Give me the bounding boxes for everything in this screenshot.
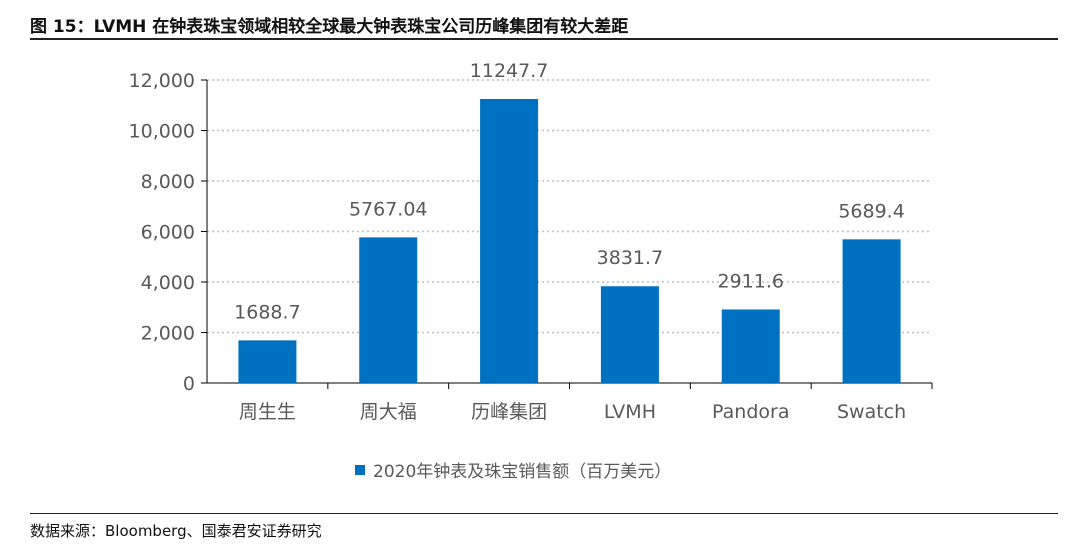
x-category-label: 历峰集团 — [471, 401, 547, 423]
y-tick-label: 10,000 — [129, 121, 195, 143]
data-label: 2911.6 — [718, 270, 784, 292]
bar — [480, 98, 539, 383]
x-category-label: 周大福 — [360, 401, 417, 423]
bottom-rule — [30, 513, 1058, 514]
y-tick-label: 12,000 — [129, 70, 195, 92]
bar — [842, 239, 901, 383]
legend-swatch — [355, 464, 365, 475]
y-tick-label: 8,000 — [141, 171, 195, 193]
y-tick-label: 0 — [183, 373, 195, 395]
data-label: 1688.7 — [234, 301, 300, 323]
y-tick-label: 2,000 — [141, 323, 195, 345]
legend-label: 2020年钟表及珠宝销售额（百万美元） — [373, 462, 672, 482]
figure-title: 图 15：LVMH 在钟表珠宝领域相较全球最大钟表珠宝公司历峰集团有较大差距 — [30, 17, 629, 37]
bar — [600, 286, 659, 383]
y-tick-label: 4,000 — [141, 272, 195, 294]
y-tick-label: 6,000 — [141, 222, 195, 244]
x-category-label: Swatch — [837, 401, 906, 423]
data-label: 11247.7 — [470, 60, 549, 82]
x-category-label: Pandora — [712, 401, 789, 423]
x-category-label: 周生生 — [239, 401, 296, 423]
bar — [721, 309, 780, 383]
source-note: 数据来源：Bloomberg、国泰君安证券研究 — [30, 522, 322, 540]
chart-legend: 2020年钟表及珠宝销售额（百万美元） — [355, 457, 671, 482]
data-label: 5689.4 — [838, 200, 904, 222]
bar — [238, 340, 297, 383]
top-rule — [30, 38, 1058, 40]
data-label: 5767.04 — [349, 198, 428, 220]
x-category-label: LVMH — [604, 401, 656, 423]
data-label: 3831.7 — [597, 247, 663, 269]
bar — [359, 237, 418, 383]
